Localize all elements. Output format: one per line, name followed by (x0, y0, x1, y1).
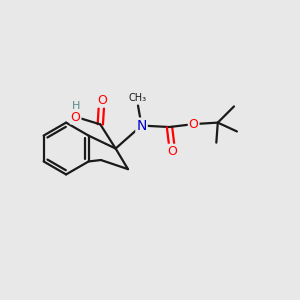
Text: O: O (97, 94, 107, 107)
Text: H: H (71, 101, 80, 111)
Text: O: O (189, 118, 199, 130)
Text: O: O (167, 145, 177, 158)
Text: CH₃: CH₃ (129, 93, 147, 103)
Text: N: N (136, 118, 147, 133)
Text: O: O (70, 110, 80, 124)
